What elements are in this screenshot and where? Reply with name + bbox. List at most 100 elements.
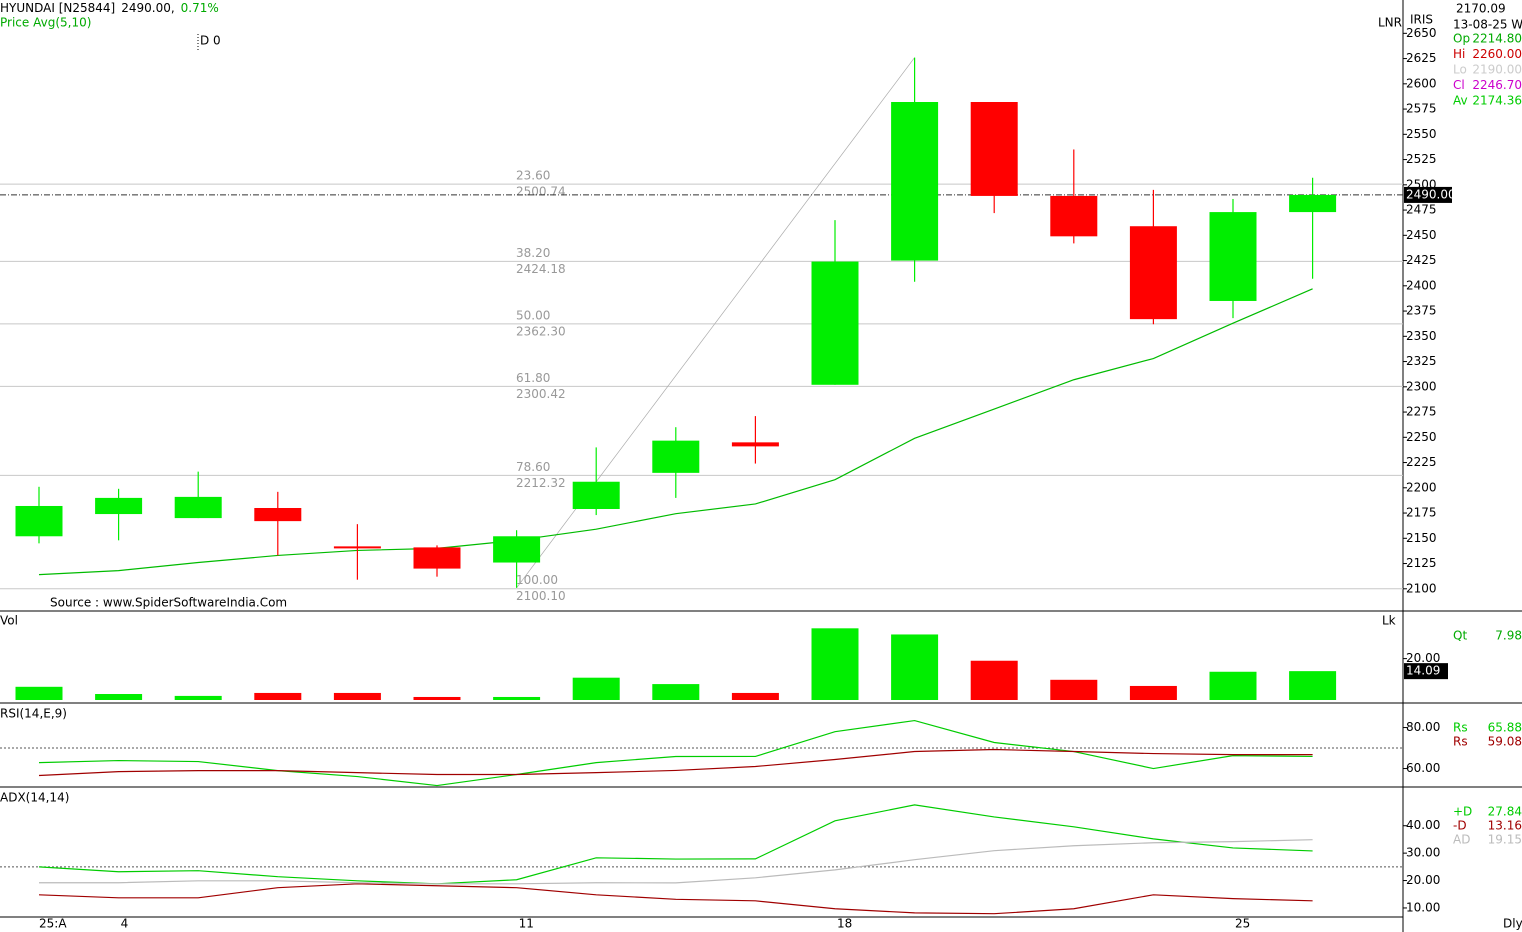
readout-value: 65.88 — [1488, 721, 1522, 735]
x-tick-label: 25 — [1235, 917, 1250, 931]
y-tick-label: 40.00 — [1406, 818, 1440, 832]
candle-body — [1209, 212, 1257, 301]
marker-label: D 0 — [200, 34, 221, 48]
volume-bar — [652, 684, 700, 700]
candle-body — [572, 481, 620, 510]
fib-price: 2362.30 — [516, 324, 566, 338]
y-tick-label: 2600 — [1406, 76, 1437, 90]
candle-body — [731, 442, 779, 447]
y-tick-label: 2625 — [1406, 51, 1437, 65]
fib-ratio: 61.80 — [516, 371, 550, 385]
volume-bar — [1209, 671, 1257, 700]
volume-bar — [15, 686, 63, 700]
readout-name: Hi — [1453, 47, 1465, 61]
readout-name: Qt — [1453, 629, 1467, 643]
x-tick-label: 18 — [837, 917, 852, 931]
symbol: HYUNDAI [N25844] 2490.00, 0.71% — [0, 1, 219, 15]
candle-body — [1289, 194, 1337, 213]
indicator-line — [38, 288, 1313, 576]
candle-body — [174, 496, 222, 519]
last-price-box — [1404, 186, 1452, 203]
readout-name: +D — [1453, 805, 1472, 819]
readout-name: Rs — [1453, 721, 1468, 735]
y-tick-label: 2525 — [1406, 152, 1437, 166]
panel-title: Vol — [0, 614, 18, 628]
fib-ratio: 23.60 — [516, 169, 550, 183]
y-tick-label: 2250 — [1406, 430, 1437, 444]
readout-name: -D — [1453, 819, 1467, 833]
readout-value: 59.08 — [1488, 735, 1522, 749]
candle-body — [95, 497, 143, 515]
readout-value: 2214.80 — [1472, 32, 1522, 46]
volume-bar — [1050, 679, 1098, 700]
x-tick-label: 11 — [519, 917, 534, 931]
y-tick-label: 2425 — [1406, 253, 1437, 267]
readout-name: AD — [1453, 833, 1470, 847]
tag: LNR — [1378, 16, 1402, 30]
y-tick-label: 2225 — [1406, 455, 1437, 469]
readout-value: 2174.36 — [1472, 94, 1522, 108]
fib-ratio: 38.20 — [516, 246, 550, 260]
volume-bar — [811, 628, 859, 700]
volume-bar — [413, 696, 461, 700]
candle-body — [652, 440, 700, 473]
y-tick-label: 2275 — [1406, 405, 1437, 419]
y-tick-label: 2175 — [1406, 506, 1437, 520]
readout-name: Rs — [1453, 735, 1468, 749]
x-tick-label: 25:A — [39, 917, 67, 931]
y-tick-label: 2450 — [1406, 228, 1437, 242]
fib-price: 2500.74 — [516, 185, 566, 199]
readout-value: 27.84 — [1488, 805, 1522, 819]
volume-bar — [731, 692, 779, 700]
volume-bar — [333, 692, 381, 700]
y-tick-label: 20.00 — [1406, 651, 1440, 665]
candle-body — [970, 102, 1018, 196]
volume-bar — [1289, 671, 1337, 700]
last-volume-label: 14.09 — [1406, 664, 1440, 678]
readout-name: Av — [1453, 94, 1468, 108]
fib-price: 2300.42 — [516, 387, 566, 401]
last-price: 2490.00, — [121, 1, 174, 15]
symbol-name: HYUNDAI [N25844] — [0, 1, 115, 15]
indicator-line — [38, 883, 1313, 915]
indicator-line — [38, 804, 1313, 885]
fib-ratio: 50.00 — [516, 308, 550, 322]
candle-body — [254, 507, 302, 522]
y-tick-label: 2200 — [1406, 480, 1437, 494]
fib-price: 2100.10 — [516, 589, 566, 603]
candle-body — [1129, 226, 1177, 320]
y-tick-label: 2325 — [1406, 354, 1437, 368]
y-tick-label: 2575 — [1406, 102, 1437, 116]
corner-value: 2170.09 — [1456, 2, 1506, 16]
candle-body — [413, 547, 461, 569]
volume-bar — [493, 696, 541, 700]
panel-title: RSI(14,E,9) — [0, 707, 67, 721]
fib-ratio: 78.60 — [516, 460, 550, 474]
volume-bar — [1129, 685, 1177, 700]
volume-bar — [572, 677, 620, 700]
readout-value: 2190.00 — [1472, 63, 1522, 77]
indicator-line — [39, 839, 1313, 885]
readout-value: 19.15 — [1488, 833, 1522, 847]
y-tick-label: 30.00 — [1406, 846, 1440, 860]
overlay-label: Price Avg(5,10) — [0, 16, 91, 30]
fib-price: 2212.32 — [516, 476, 566, 490]
volume-bar — [95, 694, 143, 700]
candle-body — [1050, 195, 1098, 237]
last-volume-box — [1404, 663, 1448, 680]
y-tick-label: 10.00 — [1406, 900, 1440, 914]
period: Dly — [1503, 917, 1522, 931]
fib-ratio: 100.00 — [516, 573, 558, 587]
tag: IRIS — [1410, 13, 1433, 27]
y-tick-label: 2100 — [1406, 581, 1437, 595]
fib-price: 2424.18 — [516, 262, 566, 276]
candle-body — [15, 505, 63, 537]
y-tick-label: 2300 — [1406, 379, 1437, 393]
volume-bar — [891, 634, 939, 700]
readout-value: 2260.00 — [1472, 47, 1522, 61]
readout-name: Op — [1453, 32, 1470, 46]
panel-title: ADX(14,14) — [0, 791, 69, 805]
readout-value: 7.98 — [1495, 629, 1522, 643]
y-tick-label: 2125 — [1406, 556, 1437, 570]
